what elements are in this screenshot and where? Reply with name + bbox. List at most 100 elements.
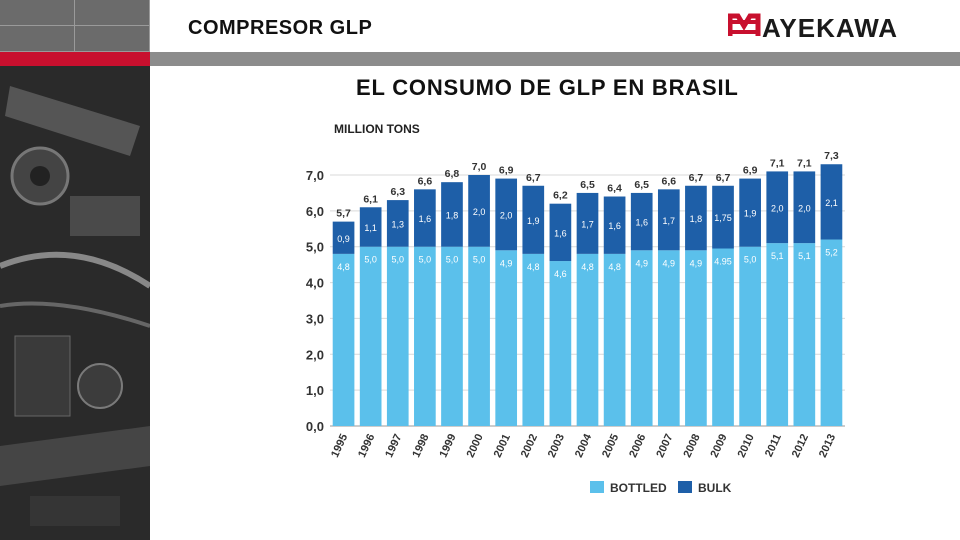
bar-bulk [793, 171, 816, 244]
bar-bottled [739, 246, 761, 426]
bottled-value-label: 5,0 [744, 255, 757, 265]
total-value-label: 6,7 [716, 172, 731, 184]
bottled-value-label: 4,9 [690, 258, 703, 268]
total-value-label: 7,0 [472, 161, 487, 173]
y-tick-label: 2,0 [306, 347, 324, 362]
chart-container: MILLION TONS 0,0 1,0 2,0 3,0 4,0 5,0 6,0 7,0 4,8 0… [290, 115, 870, 520]
bar-bulk [657, 189, 680, 251]
bottled-value-label: 4,9 [663, 258, 676, 268]
bulk-value-label: 1,6 [635, 218, 648, 228]
bar-bottled [685, 250, 707, 426]
bar-bulk [495, 178, 518, 251]
bar-bottled [468, 246, 490, 426]
bulk-value-label: 1,7 [581, 219, 594, 229]
mayekawa-logo: AYEKAWA [728, 13, 898, 43]
x-tick-label: 2012 [790, 432, 811, 459]
total-value-label: 6,3 [390, 186, 405, 198]
bar-bulk [685, 185, 707, 251]
bulk-value-label: 1,6 [554, 228, 567, 238]
total-value-label: 6,6 [662, 175, 677, 187]
bar-bottled [549, 261, 572, 426]
x-tick-label: 1998 [410, 432, 431, 459]
bottled-value-label: 5,0 [392, 255, 405, 265]
svg-text:AYEKAWA: AYEKAWA [762, 13, 898, 43]
x-tick-label: 2008 [681, 432, 702, 459]
bottled-value-label: 4,8 [337, 262, 350, 272]
y-tick-label: 1,0 [306, 383, 324, 398]
bar-bottled [630, 250, 653, 426]
bar-bottled [820, 239, 843, 426]
bottled-value-label: 4.95 [714, 257, 732, 267]
bar-bulk [576, 192, 599, 254]
bulk-value-label: 1,8 [690, 214, 703, 224]
bulk-value-label: 1,9 [744, 209, 757, 219]
total-value-label: 6,9 [743, 165, 758, 177]
bulk-value-label: 0,9 [337, 234, 350, 244]
bulk-value-label: 1,8 [446, 210, 459, 220]
bulk-value-label: 2,0 [771, 203, 784, 213]
bulk-value-label: 2,0 [500, 210, 513, 220]
bulk-value-label: 2,0 [473, 207, 486, 217]
bar-bulk [603, 196, 626, 254]
total-value-label: 6,6 [418, 175, 433, 187]
sidebar-decoration [0, 0, 150, 540]
bar-bulk [549, 203, 572, 262]
bottled-value-label: 4,9 [635, 258, 648, 268]
y-tick-label: 7,0 [306, 168, 324, 183]
bar-bulk [332, 221, 355, 254]
x-tick-label: 1999 [437, 432, 458, 459]
bottled-value-label: 4,6 [554, 269, 567, 279]
y-tick-label: 0,0 [306, 419, 324, 434]
bulk-value-label: 1,6 [608, 221, 621, 231]
legend-swatch-bottled [590, 481, 604, 493]
legend-label-bottled: BOTTLED [610, 481, 667, 495]
bar-bulk [414, 189, 436, 247]
bar-bulk [820, 164, 843, 240]
header-title: COMPRESOR GLP [188, 17, 373, 39]
bar-bottled [386, 246, 409, 426]
total-value-label: 5,7 [336, 208, 351, 220]
bar-bulk [359, 207, 382, 247]
bulk-value-label: 1,75 [714, 213, 732, 223]
bar-bulk [522, 185, 545, 254]
bottled-value-label: 5,0 [446, 255, 459, 265]
bar-bulk [386, 200, 409, 247]
bulk-value-label: 2,0 [798, 203, 811, 213]
bar-bulk [441, 182, 463, 247]
total-value-label: 6,2 [553, 190, 568, 202]
x-tick-label: 2001 [492, 432, 513, 459]
total-value-label: 6,8 [445, 168, 460, 180]
legend-label-bulk: BULK [698, 481, 732, 495]
bulk-value-label: 1,9 [527, 216, 540, 226]
bottled-value-label: 5,1 [771, 251, 784, 261]
x-tick-label: 2013 [817, 432, 838, 459]
y-tick-label: 6,0 [306, 204, 324, 219]
x-tick-label: 2000 [465, 432, 486, 459]
total-value-label: 6,5 [634, 179, 649, 191]
total-value-label: 7,1 [797, 157, 812, 169]
sidebar-grid [0, 0, 150, 52]
bar-bulk [712, 185, 734, 249]
y-tick-label: 5,0 [306, 240, 324, 255]
bar-bottled [793, 243, 816, 426]
total-value-label: 7,1 [770, 157, 785, 169]
bar-bulk [739, 178, 761, 247]
sidebar-red-bar [0, 52, 150, 66]
x-tick-label: 2004 [573, 431, 595, 459]
bottled-value-label: 5,0 [419, 255, 432, 265]
x-tick-label: 2006 [627, 432, 648, 459]
bar-bottled [766, 243, 789, 426]
unit-label: MILLION TONS [334, 122, 420, 136]
bulk-value-label: 1,3 [392, 219, 405, 229]
compressor-photo [0, 66, 150, 540]
x-tick-label: 1996 [356, 432, 377, 459]
bar-bottled [332, 253, 355, 426]
bottled-value-label: 5,0 [364, 255, 377, 265]
x-tick-label: 2002 [519, 432, 540, 459]
x-tick-label: 2011 [763, 432, 784, 459]
bar-bottled [712, 248, 734, 426]
x-tick-label: 1995 [329, 432, 350, 459]
x-tick-label: 2007 [654, 432, 675, 459]
bottled-value-label: 5,2 [825, 248, 838, 258]
bar-bottled [657, 250, 680, 426]
